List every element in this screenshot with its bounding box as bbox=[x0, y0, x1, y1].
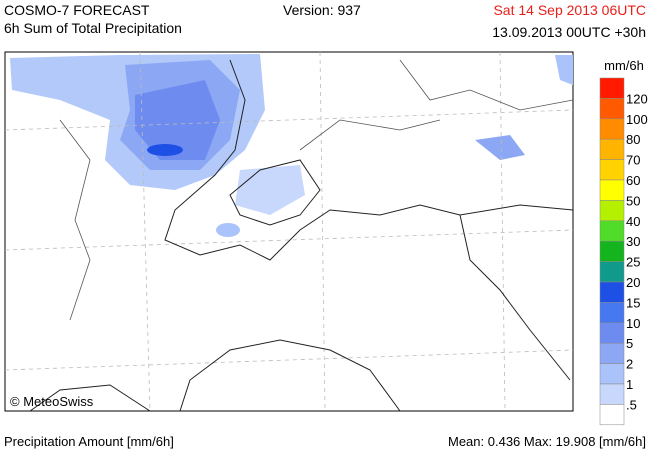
legend-label: 80 bbox=[626, 132, 640, 147]
map: © MeteoSwiss bbox=[4, 51, 574, 412]
legend-label: 50 bbox=[626, 193, 640, 208]
legend: 120 100 80 70 60 50 40 30 25 20 15 10 5 2 1 .5 bbox=[599, 77, 648, 426]
legend-box bbox=[599, 138, 625, 160]
valid-time: Sat 14 Sep 2013 06UTC bbox=[493, 2, 646, 18]
legend-label: 15 bbox=[626, 295, 640, 310]
legend-box bbox=[599, 281, 625, 303]
legend-label: 20 bbox=[626, 275, 640, 290]
legend-box bbox=[599, 261, 625, 283]
legend-box bbox=[599, 220, 625, 242]
legend-box bbox=[599, 322, 625, 344]
model-title: COSMO-7 FORECAST bbox=[4, 2, 150, 18]
legend-label: 1 bbox=[626, 377, 633, 392]
legend-label: 60 bbox=[626, 173, 640, 188]
legend-box bbox=[599, 200, 625, 222]
legend-label: 25 bbox=[626, 255, 640, 270]
legend-box bbox=[599, 342, 625, 364]
grid bbox=[4, 51, 574, 412]
legend-box bbox=[599, 159, 625, 181]
legend-box bbox=[599, 383, 625, 405]
legend-label: 100 bbox=[626, 112, 648, 127]
legend-box bbox=[599, 118, 625, 140]
legend-label: .5 bbox=[626, 397, 637, 412]
copyright: © MeteoSwiss bbox=[10, 394, 94, 409]
legend-box bbox=[599, 363, 625, 385]
legend-box bbox=[599, 179, 625, 201]
field-title: 6h Sum of Total Precipitation bbox=[4, 20, 182, 36]
legend-label: 40 bbox=[626, 214, 640, 229]
footer-quantity: Precipitation Amount [mm/6h] bbox=[4, 434, 174, 449]
legend-label: 2 bbox=[626, 357, 633, 372]
legend-box bbox=[599, 98, 625, 120]
legend-label: 70 bbox=[626, 153, 640, 168]
legend-label: 120 bbox=[626, 91, 648, 106]
legend-box bbox=[599, 302, 625, 324]
precip bbox=[10, 54, 573, 237]
legend-label: 5 bbox=[626, 336, 633, 351]
legend-box bbox=[599, 404, 625, 426]
legend-label: 10 bbox=[626, 316, 640, 331]
footer-stats: Mean: 0.436 Max: 19.908 [mm/6h] bbox=[448, 434, 646, 449]
legend-box bbox=[599, 77, 625, 99]
legend-label: 30 bbox=[626, 234, 640, 249]
borders bbox=[29, 59, 574, 412]
legend-unit: mm/6h bbox=[604, 58, 644, 73]
legend-box bbox=[599, 240, 625, 262]
version: Version: 937 bbox=[283, 2, 361, 18]
run-time: 13.09.2013 00UTC +30h bbox=[492, 24, 646, 40]
